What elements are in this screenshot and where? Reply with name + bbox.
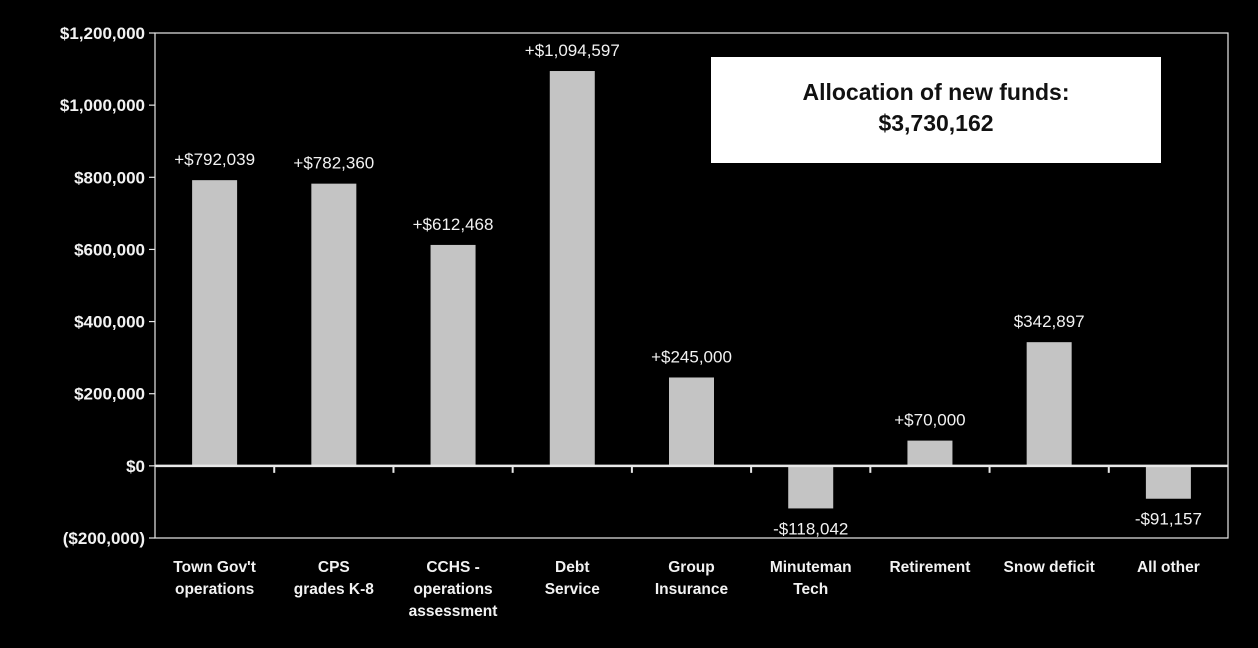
annotation-line-2: $3,730,162 <box>878 110 994 136</box>
x-category-line: operations <box>175 581 254 598</box>
y-tick-label: $1,200,000 <box>60 24 145 43</box>
x-category-line: Group <box>668 559 715 576</box>
plot-frame <box>154 32 1229 539</box>
x-category-label: All other <box>1137 559 1200 576</box>
x-category-line: Minuteman <box>770 559 852 576</box>
y-tick-label: $600,000 <box>74 240 145 259</box>
x-axis-categories: Town Gov't operations CPS grades K-8 CCHS - o… <box>173 559 1200 620</box>
bars <box>192 71 1191 509</box>
x-category-line: Town Gov't <box>173 559 256 576</box>
x-category-label: CPS grades K-8 <box>294 559 374 598</box>
x-category-label: Snow deficit <box>1004 559 1095 576</box>
x-category-line: Tech <box>793 581 828 598</box>
y-tick-label: $400,000 <box>74 313 145 332</box>
x-category-line: grades K-8 <box>294 581 374 598</box>
x-category-label: Debt Service <box>545 559 601 598</box>
bar <box>907 440 953 466</box>
x-category-line: CPS <box>318 559 350 576</box>
x-category-label: Minuteman Tech <box>770 559 852 598</box>
data-label: $342,897 <box>1014 312 1085 331</box>
x-category-label: Town Gov't operations <box>173 559 256 598</box>
data-label: +$792,039 <box>174 150 255 169</box>
bar <box>1026 342 1072 466</box>
x-category-line: operations <box>413 581 492 598</box>
bar <box>1145 465 1191 499</box>
y-axis: $1,200,000 $1,000,000 $800,000 $600,000 $400… <box>60 24 155 548</box>
x-category-line: assessment <box>409 603 498 620</box>
y-tick-label: $0 <box>126 457 145 476</box>
bar <box>788 465 834 509</box>
x-category-line: Debt <box>555 559 589 576</box>
bar <box>669 377 714 466</box>
x-category-label: Group Insurance <box>655 559 729 598</box>
data-label: +$1,094,597 <box>525 41 620 60</box>
x-category-line: All other <box>1137 559 1200 576</box>
x-category-line: Snow deficit <box>1004 559 1095 576</box>
bar <box>311 183 357 466</box>
x-category-label: CCHS - operations assessment <box>409 559 498 620</box>
y-tick-label: ($200,000) <box>63 529 145 548</box>
bar <box>192 180 238 466</box>
x-category-label: Retirement <box>889 559 970 576</box>
x-category-line: Retirement <box>889 559 970 576</box>
data-label: -$91,157 <box>1135 510 1202 529</box>
y-tick-label: $200,000 <box>74 385 145 404</box>
data-label: +$782,360 <box>293 154 374 173</box>
y-tick-label: $800,000 <box>74 168 145 187</box>
x-category-line: CCHS - <box>426 559 479 576</box>
x-category-line: Service <box>545 581 601 598</box>
bar <box>549 71 595 466</box>
data-label: -$118,042 <box>773 519 848 538</box>
allocation-annotation: Allocation of new funds: $3,730,162 <box>711 57 1161 163</box>
plot-border <box>154 32 1229 539</box>
bar <box>430 244 476 466</box>
annotation-line-1: Allocation of new funds: <box>802 79 1070 105</box>
zero-axis <box>155 464 1228 473</box>
x-category-line: Insurance <box>655 581 729 598</box>
data-label: +$70,000 <box>894 411 965 430</box>
y-tick-label: $1,000,000 <box>60 96 145 115</box>
data-label: +$612,468 <box>413 215 494 234</box>
data-labels: +$792,039 +$782,360 +$612,468 +$1,094,597 +$… <box>174 41 1202 538</box>
data-label: +$245,000 <box>651 347 732 366</box>
